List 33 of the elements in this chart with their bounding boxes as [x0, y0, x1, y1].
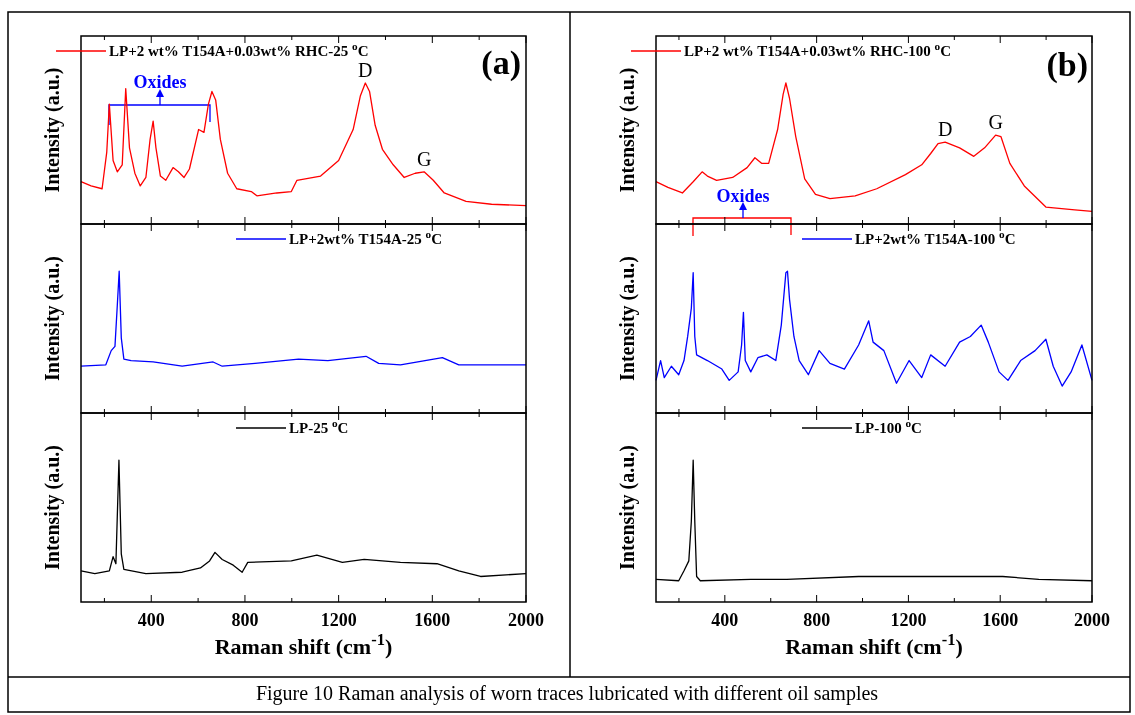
x-tick-label: 2000 — [508, 610, 544, 630]
legend-label: LP+2 wt% T154A+0.03wt% RHC-25 $^{o}$C — [109, 40, 369, 59]
x-axis-title: Raman shift (cm$^{-1}$) — [785, 629, 963, 659]
annotation: Oxides — [133, 72, 187, 92]
y-axis-title: Intensity (a.u.) — [41, 444, 64, 571]
text: (a) — [481, 44, 521, 82]
x-axis-title: Raman shift (cm$^{-1}$) — [214, 629, 393, 659]
x-tick-label: 1600 — [982, 610, 1019, 630]
annotation: Oxides — [716, 186, 770, 206]
annotation: G — [416, 147, 432, 170]
x-tick-label: 400 — [137, 610, 165, 630]
y-axis-title: Intensity (a.u.) — [616, 67, 639, 193]
legend-label: LP-100 $^{o}$C — [855, 417, 922, 436]
caption: Figure 10 Raman analysis of worn traces lubricated with different oil samples — [255, 682, 879, 705]
legend-label: LP-25 $^{o}$C — [289, 417, 349, 436]
legend-label: LP+2wt% T154A-100 $^{o}$C — [855, 228, 1016, 247]
x-tick-label: 1200 — [890, 610, 927, 630]
x-tick-label: 800 — [231, 610, 259, 630]
x-tick-label: 2000 — [1074, 610, 1110, 630]
annotation: (b) — [1046, 46, 1088, 84]
y-axis-title: Intensity (a.u.) — [41, 255, 64, 382]
x-tick-label: 400 — [711, 610, 739, 630]
x-tick-label: 1600 — [414, 610, 451, 630]
y-axis-title: Intensity (a.u.) — [41, 67, 64, 193]
legend-label: LP+2 wt% T154A+0.03wt% RHC-100 $^{o}$C — [684, 40, 952, 59]
annotation: D — [937, 118, 953, 141]
annotation: D — [358, 59, 373, 81]
x-tick-label: 800 — [803, 610, 831, 630]
legend-label: LP+2wt% T154A-25 $^{o}$C — [289, 228, 443, 247]
x-tick-label: 1200 — [320, 610, 357, 630]
annotation: G — [988, 111, 1003, 134]
y-axis-title: Intensity (a.u.) — [616, 255, 639, 382]
y-axis-title: Intensity (a.u.) — [616, 444, 639, 571]
